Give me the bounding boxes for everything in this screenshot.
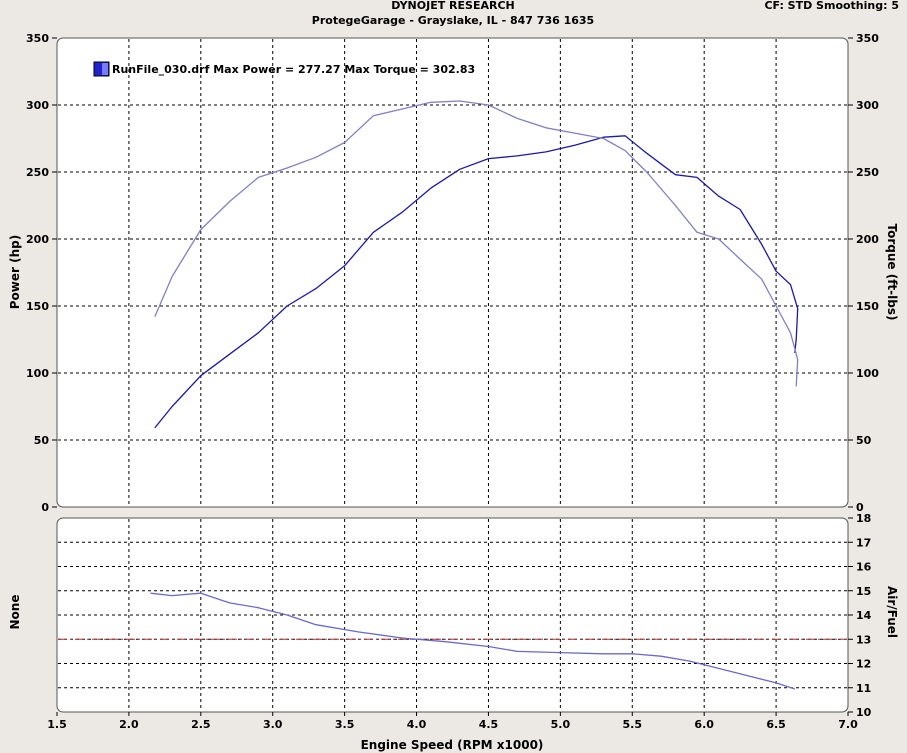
- torque-tick-label: 250: [856, 166, 879, 179]
- torque-tick-label: 50: [856, 434, 872, 447]
- chart-subtitle: ProtegeGarage - Grayslake, IL - 847 736 …: [312, 14, 594, 27]
- rpm-tick-label: 2.0: [119, 718, 139, 731]
- torque-tick-label: 350: [856, 32, 879, 45]
- rpm-tick-label: 5.5: [623, 718, 643, 731]
- air-fuel-plot-area: [56, 517, 849, 713]
- rpm-tick-label: 4.0: [407, 718, 427, 731]
- air-fuel-tick-label: 10: [856, 706, 872, 719]
- power-tick-label: 300: [26, 99, 49, 112]
- rpm-tick-label: 6.5: [766, 718, 786, 731]
- rpm-tick-label: 5.0: [551, 718, 571, 731]
- power-torque-plot-area: [56, 37, 849, 508]
- rpm-tick-label: 7.0: [838, 718, 858, 731]
- settings-label: CF: STD Smoothing: 5: [764, 0, 899, 12]
- rpm-tick-label: 3.5: [335, 718, 355, 731]
- power-tick-label: 350: [26, 32, 49, 45]
- rpm-tick-label: 6.0: [694, 718, 714, 731]
- chart-title: DYNOJET RESEARCH: [391, 0, 514, 12]
- air-fuel-tick-label: 13: [856, 633, 871, 646]
- power-tick-label: 250: [26, 166, 49, 179]
- air-fuel-grid: [58, 519, 847, 711]
- power-tick-label: 200: [26, 233, 49, 246]
- power-tick-label: 150: [26, 300, 49, 313]
- power-axis-title: Power (hp): [8, 235, 22, 309]
- rpm-tick-label: 3.0: [263, 718, 283, 731]
- torque-tick-label: 100: [856, 367, 879, 380]
- air-fuel-tick-label: 16: [856, 561, 872, 574]
- legend-label: RunFile_030.drf Max Power = 277.27 Max T…: [112, 63, 475, 76]
- torque-curve: [154, 100, 799, 387]
- power-tick-label: 100: [26, 367, 49, 380]
- rpm-axis-title: Engine Speed (RPM x1000): [361, 738, 544, 752]
- air-fuel-tick-label: 17: [856, 536, 871, 549]
- air-fuel-axis-title: Air/Fuel: [885, 586, 899, 638]
- rpm-tick-label: 2.5: [191, 718, 211, 731]
- power-tick-label: 50: [34, 434, 50, 447]
- air-fuel-tick-label: 11: [856, 682, 871, 695]
- air-fuel-tick-label: 15: [856, 585, 871, 598]
- torque-tick-label: 150: [856, 300, 879, 313]
- air-fuel-tick-label: 12: [856, 658, 871, 671]
- rpm-tick-label: 4.5: [479, 718, 499, 731]
- air-fuel-tick-label: 18: [856, 512, 871, 525]
- torque-tick-label: 200: [856, 233, 879, 246]
- lower-left-axis-title: None: [8, 595, 22, 630]
- torque-axis-title: Torque (ft-lbs): [885, 224, 899, 321]
- air-fuel-tick-label: 14: [856, 609, 872, 622]
- torque-tick-label: 0: [856, 501, 864, 514]
- legend: RunFile_030.drf Max Power = 277.27 Max T…: [93, 61, 475, 77]
- air-fuel-curve: [150, 592, 796, 690]
- power-tick-label: 0: [41, 501, 49, 514]
- rpm-tick-label: 1.5: [47, 718, 67, 731]
- power-curve: [154, 135, 799, 429]
- torque-tick-label: 300: [856, 99, 879, 112]
- legend-swatch-highlight: [102, 63, 108, 75]
